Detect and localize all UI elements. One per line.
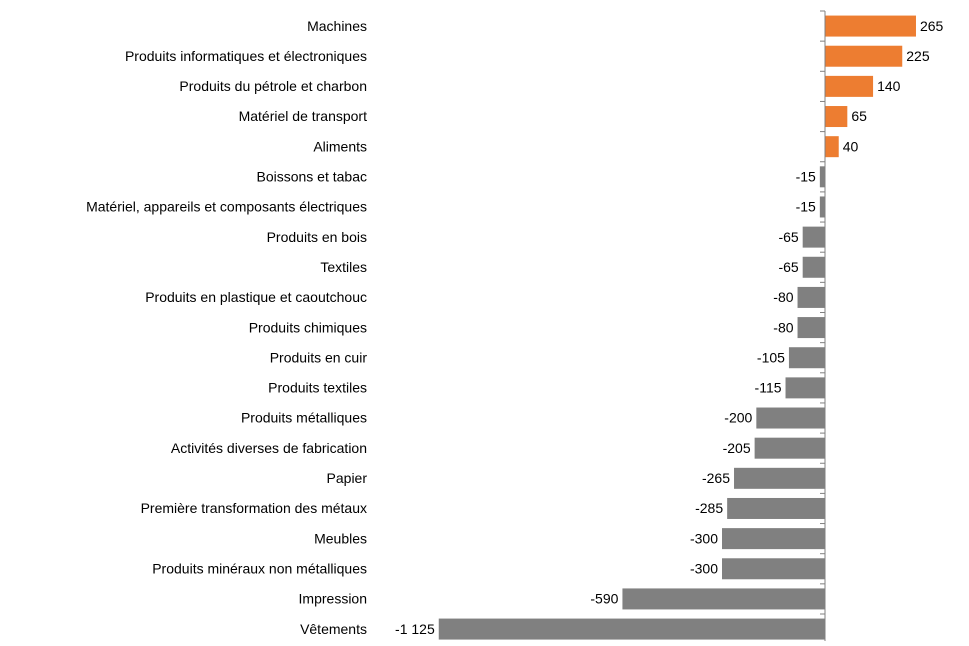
bar <box>825 45 903 67</box>
value-label: 140 <box>877 78 901 94</box>
y-tick-label: Meubles <box>314 530 367 546</box>
bar <box>722 558 825 580</box>
bar <box>756 407 825 429</box>
bar <box>825 75 874 97</box>
bar <box>819 196 825 218</box>
value-label: -65 <box>778 229 798 245</box>
value-label: -200 <box>724 410 752 426</box>
value-label: -80 <box>773 289 793 305</box>
value-label: -300 <box>690 530 718 546</box>
bar <box>825 15 916 37</box>
y-tick-label: Produits en cuir <box>270 349 368 365</box>
value-label: -1 125 <box>395 621 435 637</box>
bar <box>622 588 825 610</box>
y-tick-label: Produits du pétrole et charbon <box>179 78 367 94</box>
bar <box>825 106 848 128</box>
y-tick-label: Produits textiles <box>268 380 367 396</box>
y-tick-label: Textiles <box>320 259 367 275</box>
y-tick-label: Produits chimiques <box>249 319 367 335</box>
y-tick-label: Produits en plastique et caoutchouc <box>145 289 367 305</box>
bar <box>819 166 825 188</box>
bar <box>727 497 825 519</box>
value-label: -15 <box>796 199 816 215</box>
bar <box>825 136 839 158</box>
value-label: 65 <box>851 108 867 124</box>
bar <box>722 528 825 550</box>
y-tick-label: Produits métalliques <box>241 410 367 426</box>
y-tick-label: Matériel, appareils et composants électr… <box>86 199 367 215</box>
y-tick-label: Vêtements <box>300 621 367 637</box>
value-label: -80 <box>773 319 793 335</box>
y-tick-label: Produits minéraux non métalliques <box>152 560 367 576</box>
value-label: -285 <box>695 500 723 516</box>
value-label: -15 <box>796 169 816 185</box>
value-label: -300 <box>690 560 718 576</box>
bar <box>785 377 825 399</box>
value-label: -205 <box>723 440 751 456</box>
bar <box>788 347 825 369</box>
value-label: -265 <box>702 470 730 486</box>
y-tick-label: Matériel de transport <box>239 108 368 124</box>
y-tick-label: Boissons et tabac <box>256 169 367 185</box>
value-label: -590 <box>590 591 618 607</box>
y-tick-label: Impression <box>299 591 367 607</box>
value-label: -105 <box>757 349 785 365</box>
value-label: 265 <box>920 18 944 34</box>
bar <box>438 618 825 640</box>
y-tick-label: Aliments <box>313 138 367 154</box>
value-label: -115 <box>755 380 782 396</box>
value-label: -65 <box>778 259 798 275</box>
bar <box>754 437 825 459</box>
value-label: 40 <box>843 138 859 154</box>
bar <box>797 317 825 339</box>
value-label: 225 <box>906 48 930 64</box>
y-tick-label: Produits informatiques et électroniques <box>125 48 367 64</box>
bar <box>797 286 825 308</box>
y-tick-label: Produits en bois <box>267 229 367 245</box>
y-tick-label: Activités diverses de fabrication <box>171 440 367 456</box>
y-tick-label: Papier <box>327 470 368 486</box>
y-tick-label: Première transformation des métaux <box>141 500 367 516</box>
bar <box>734 467 825 489</box>
bar <box>802 256 825 278</box>
y-tick-label: Machines <box>307 18 367 34</box>
bar <box>802 226 825 248</box>
